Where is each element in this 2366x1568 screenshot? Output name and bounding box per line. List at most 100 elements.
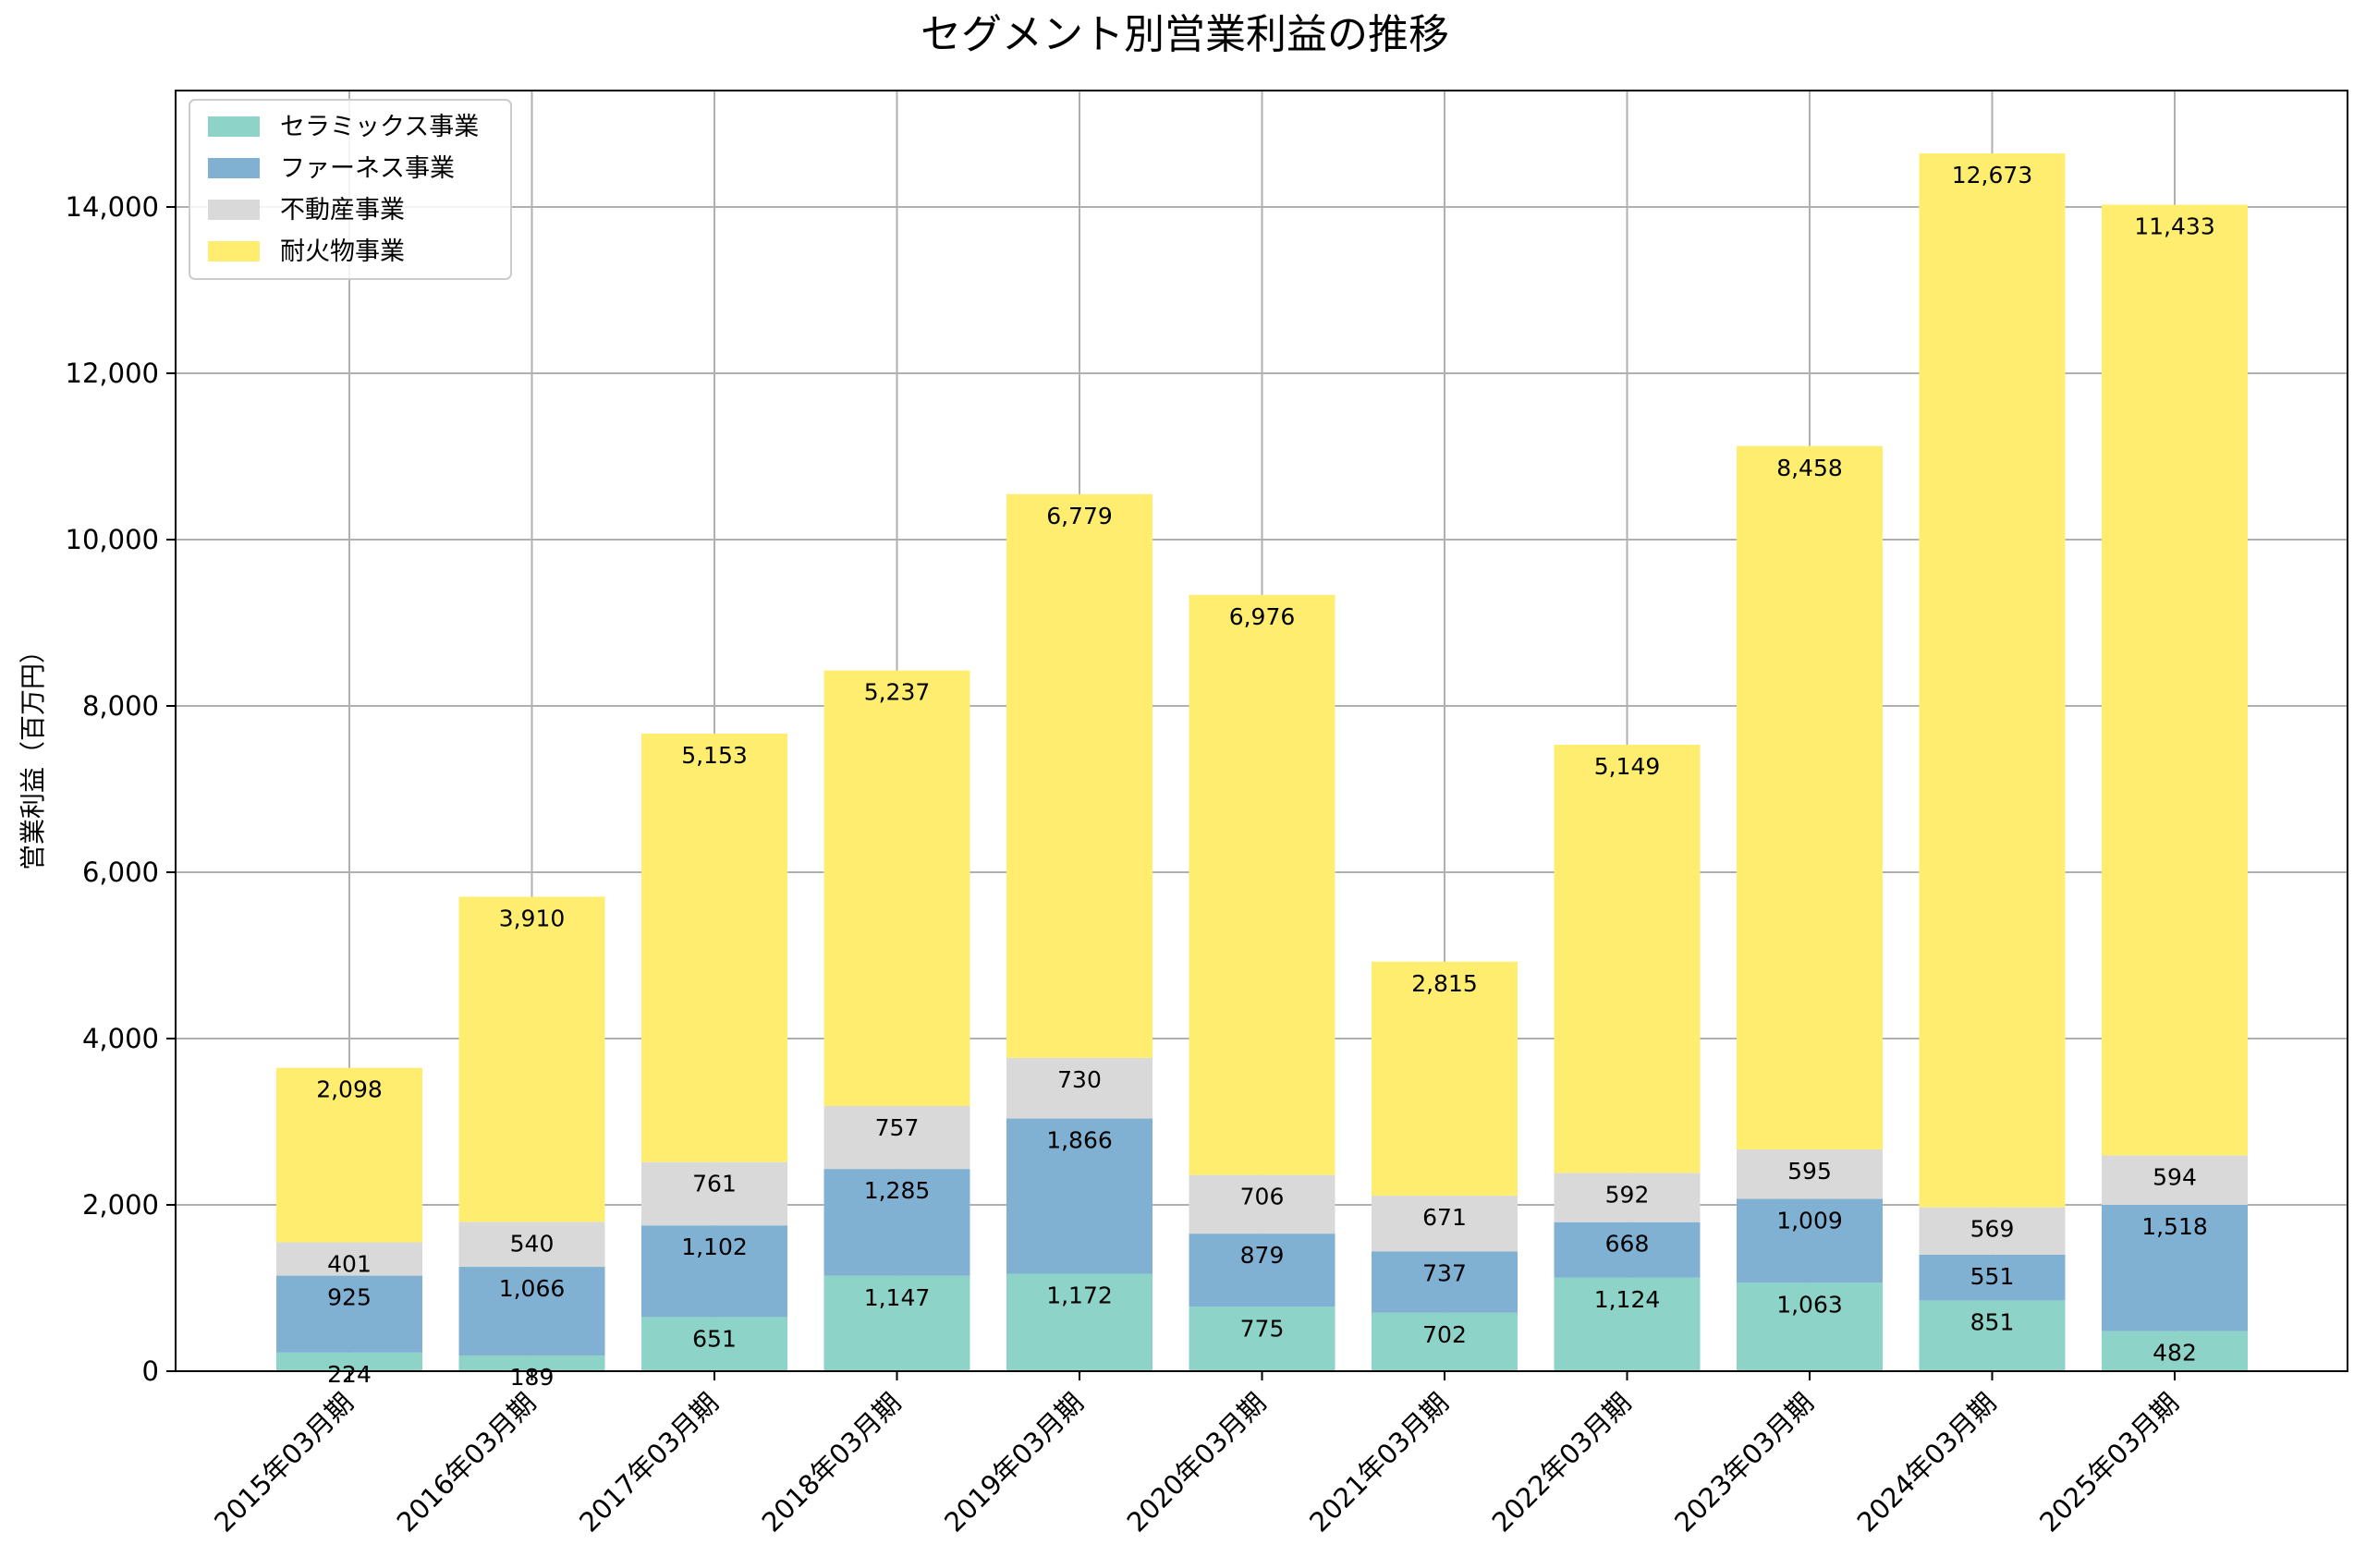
bar-segment [1554, 745, 1701, 1173]
data-label: 1,009 [1776, 1208, 1843, 1234]
bar-segment [458, 1267, 605, 1355]
data-label: 1,102 [681, 1234, 748, 1260]
data-label: 482 [2153, 1340, 2197, 1367]
data-label: 1,147 [864, 1284, 931, 1311]
y-axis-label: 営業利益（百万円） [18, 638, 48, 870]
data-label: 1,518 [2141, 1213, 2208, 1240]
bar-segment [2102, 1205, 2248, 1331]
bar-segment [1189, 1234, 1335, 1307]
legend-swatch [208, 116, 260, 137]
bar-segment [1006, 493, 1153, 1058]
bar-segment [2102, 1155, 2248, 1205]
y-tick-label: 10,000 [66, 524, 159, 555]
data-label: 1,066 [499, 1275, 566, 1302]
bar-segment [276, 1067, 422, 1243]
x-tick-label: 2024年03月期 [1851, 1387, 2003, 1538]
data-label: 737 [1422, 1259, 1467, 1286]
data-label: 702 [1422, 1321, 1467, 1348]
x-tick-label: 2021年03月期 [1303, 1387, 1455, 1538]
bar-segment [823, 1105, 970, 1170]
bar-segment [1919, 1300, 2066, 1371]
legend-swatch [208, 241, 260, 261]
y-tick-label: 2,000 [82, 1189, 159, 1221]
bar-segment [1737, 1198, 1883, 1283]
bar-segment [458, 1222, 605, 1268]
bar-segment [1737, 445, 1883, 1149]
data-label: 651 [692, 1325, 737, 1352]
bar-segment [641, 1317, 787, 1371]
legend-label: セラミックス事業 [280, 113, 479, 141]
bar-segment [1372, 961, 1518, 1197]
y-tick-label: 4,000 [82, 1023, 159, 1054]
bar-segment [641, 733, 787, 1162]
data-label: 706 [1240, 1184, 1285, 1210]
data-label: 551 [1970, 1263, 2015, 1290]
x-tick-label: 2023年03月期 [1668, 1387, 1820, 1538]
x-tick-label: 2022年03月期 [1486, 1387, 1638, 1538]
bar-segment [1372, 1251, 1518, 1313]
bar-segment [641, 1161, 787, 1226]
data-label: 1,866 [1046, 1127, 1113, 1154]
x-tick-label: 2017年03月期 [573, 1387, 725, 1538]
data-label: 8,458 [1776, 455, 1843, 481]
x-tick-label: 2025年03月期 [2033, 1387, 2185, 1538]
bar-segment [1372, 1196, 1518, 1252]
data-label: 2,098 [316, 1076, 383, 1103]
data-label: 730 [1057, 1066, 1102, 1093]
y-tick-label: 0 [142, 1355, 159, 1387]
bar-segment [1554, 1222, 1701, 1278]
data-label: 540 [510, 1230, 555, 1257]
data-label: 1,124 [1594, 1286, 1661, 1313]
data-label: 879 [1240, 1242, 1285, 1269]
x-tick-label: 2015年03月期 [208, 1387, 360, 1538]
legend-swatch [208, 200, 260, 220]
x-tick-label: 2016年03月期 [391, 1387, 543, 1538]
bar-segment [2102, 1331, 2248, 1371]
x-tick-label: 2020年03月期 [1121, 1387, 1273, 1538]
data-label: 668 [1605, 1231, 1650, 1258]
y-tick-label: 6,000 [82, 857, 159, 888]
data-label: 5,153 [681, 742, 748, 769]
bar-segment [1372, 1312, 1518, 1371]
y-tick-label: 12,000 [66, 358, 159, 389]
legend-label: ファーネス事業 [280, 154, 455, 183]
x-tick-label: 2019年03月期 [938, 1387, 1090, 1538]
data-label: 2,815 [1411, 970, 1478, 997]
bar-segment [1554, 1173, 1701, 1222]
bar-segment [1919, 153, 2066, 1208]
data-label: 3,910 [499, 906, 566, 932]
chart-title: セグメント別営業利益の推移 [921, 11, 1449, 58]
bar-segment [1189, 1174, 1335, 1234]
bar-segment [1919, 1207, 2066, 1255]
data-label: 1,285 [864, 1177, 931, 1204]
bar-segment [2102, 204, 2248, 1156]
bar-segment [823, 1275, 970, 1371]
data-label: 1,063 [1776, 1291, 1843, 1318]
data-label: 595 [1787, 1158, 1832, 1185]
data-label: 5,149 [1594, 753, 1661, 780]
data-label: 925 [327, 1284, 372, 1311]
y-tick-label: 14,000 [66, 191, 159, 223]
data-label: 401 [327, 1251, 372, 1278]
bar-segment [458, 1355, 605, 1371]
data-label: 671 [1422, 1204, 1467, 1231]
bar-segment [823, 670, 970, 1106]
legend-label: 耐火物事業 [280, 237, 405, 266]
legend-label: 不動産事業 [280, 196, 405, 225]
bar-segment [1554, 1277, 1701, 1371]
bar-segment [1006, 1273, 1153, 1371]
bar-segment [1189, 594, 1335, 1175]
data-label: 6,976 [1229, 603, 1296, 630]
bar-segment [276, 1275, 422, 1353]
data-label: 757 [875, 1114, 920, 1141]
x-tick-label: 2018年03月期 [756, 1387, 908, 1538]
data-label: 6,779 [1046, 503, 1113, 529]
bar-segment [823, 1169, 970, 1276]
bar-segment [1737, 1149, 1883, 1199]
data-label: 12,673 [1952, 162, 2032, 188]
data-label: 1,172 [1046, 1282, 1113, 1309]
data-label: 851 [1970, 1308, 2015, 1335]
data-label: 775 [1240, 1315, 1285, 1342]
